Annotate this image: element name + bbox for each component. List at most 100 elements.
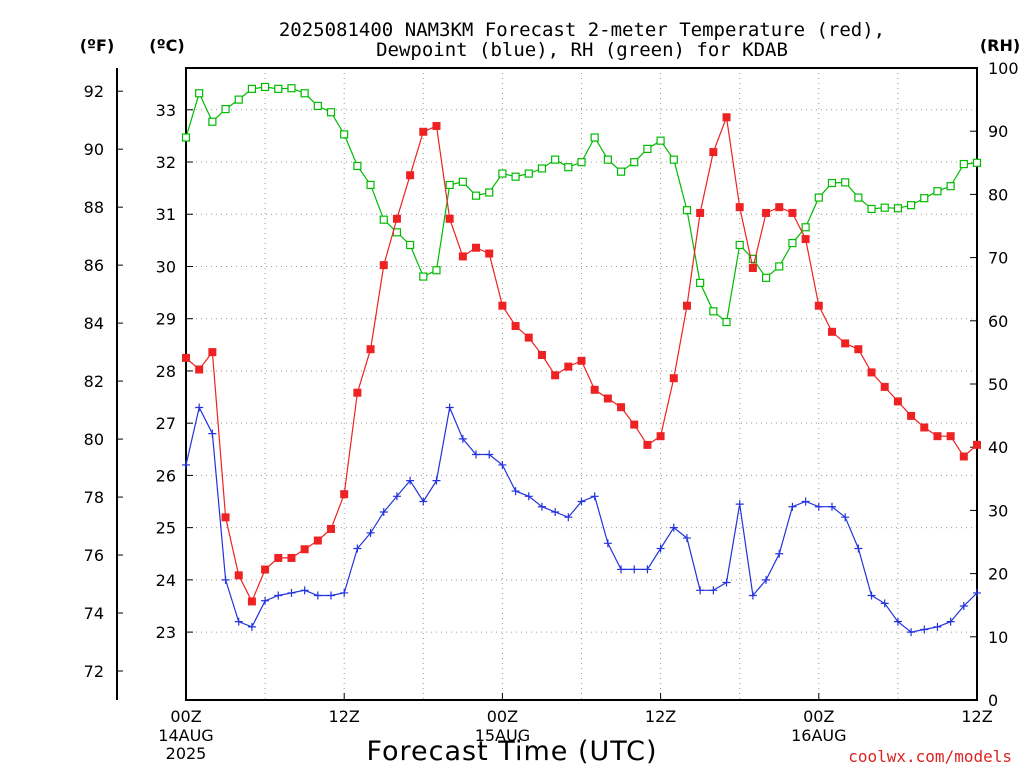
temperature-point <box>208 348 217 357</box>
dewpoint-point <box>973 588 981 597</box>
rh-point <box>181 133 191 142</box>
temperature-point <box>801 235 810 244</box>
dewpoint-point <box>287 588 296 597</box>
date-tick-label: 14AUG <box>158 726 213 745</box>
celsius-tick-label: 28 <box>156 362 176 381</box>
rh-point <box>709 307 718 316</box>
temperature-point <box>630 420 639 429</box>
rh-point <box>313 101 322 111</box>
temperature-point <box>959 452 968 461</box>
temperature-point <box>933 432 942 441</box>
dewpoint-point <box>234 617 243 626</box>
rh-point <box>524 169 533 178</box>
dewpoint-point <box>524 492 533 501</box>
temperature-point <box>603 394 612 403</box>
time-tick-label: 12Z <box>645 707 676 726</box>
rh-point <box>735 240 744 250</box>
rh-axis: 0 10 20 30 40 50 60 70 80 90 100 <box>970 59 1019 710</box>
dewpoint-point <box>392 492 401 501</box>
series-layer <box>181 82 982 637</box>
date-tick-label: 16AUG <box>791 726 846 745</box>
temperature-point <box>973 440 981 449</box>
rh-point <box>643 144 652 153</box>
celsius-tick-label: 29 <box>156 310 176 329</box>
fahrenheit-unit-label: (ºF) <box>80 36 115 55</box>
temperature-point <box>419 127 428 136</box>
dewpoint-point <box>182 460 190 469</box>
dewpoint-point <box>551 507 560 516</box>
dewpoint-point <box>814 502 823 511</box>
rh-point <box>247 84 257 93</box>
temperature-point <box>287 553 296 562</box>
rh-point <box>366 180 375 190</box>
dewpoint-point <box>537 502 546 511</box>
temperature-point <box>524 333 533 342</box>
rh-point <box>867 204 876 214</box>
dewpoint-point <box>485 450 494 459</box>
temperature-point <box>353 388 362 397</box>
celsius-tick-label: 33 <box>156 101 176 120</box>
rh-point <box>696 278 705 287</box>
dewpoint-point <box>709 586 718 595</box>
dewpoint-point <box>261 596 270 605</box>
rh-tick-label: 40 <box>988 438 1008 457</box>
temperature-point <box>643 440 652 449</box>
rh-point <box>485 188 494 197</box>
temperature-point <box>682 301 691 310</box>
rh-point <box>261 82 270 92</box>
rh-point <box>946 182 955 191</box>
rh-point <box>788 238 797 248</box>
temperature-point <box>445 214 454 223</box>
temperature-point <box>432 121 441 130</box>
rh-point <box>920 194 929 203</box>
rh-point <box>972 158 982 167</box>
rh-tick-label: 50 <box>988 375 1008 394</box>
rh-point <box>814 193 823 202</box>
temperature-point <box>392 214 401 223</box>
temperature-point <box>485 249 494 258</box>
dewpoint-point <box>880 599 889 608</box>
rh-point <box>353 161 362 171</box>
temperature-point <box>590 385 599 394</box>
dewpoint-point <box>327 591 336 600</box>
celsius-tick-label: 25 <box>156 519 176 538</box>
temperature-point <box>854 345 863 354</box>
dewpoint-point <box>419 497 428 506</box>
rh-point <box>656 136 665 145</box>
temperature-point <box>564 362 573 371</box>
credit-label: coolwx.com/models <box>848 747 1012 766</box>
temperature-point <box>827 327 836 336</box>
temperature-point <box>814 301 823 310</box>
temperature-point <box>669 374 678 383</box>
rh-point <box>893 204 903 213</box>
temperature-point <box>366 345 375 354</box>
temperature-point <box>247 597 256 606</box>
celsius-tick-label: 31 <box>156 205 176 224</box>
celsius-tick-label: 30 <box>156 257 176 276</box>
fahrenheit-tick-label: 78 <box>84 488 104 507</box>
rh-point <box>419 272 428 281</box>
dewpoint-point <box>366 528 375 537</box>
temperature-point <box>274 553 283 562</box>
rh-tick-label: 90 <box>988 122 1008 141</box>
rh-point <box>458 177 467 186</box>
fahrenheit-axis: 72 74 76 78 80 82 84 86 88 90 92 <box>84 82 123 681</box>
rh-point <box>564 163 573 172</box>
rh-tick-label: 30 <box>988 501 1008 520</box>
dewpoint-point <box>748 591 757 600</box>
rh-point <box>880 203 889 212</box>
rh-point <box>340 130 349 139</box>
chart-title-line1: 2025081400 NAM3KM Forecast 2-meter Tempe… <box>279 19 885 41</box>
fahrenheit-tick-label: 84 <box>84 314 104 333</box>
rh-point <box>630 158 639 167</box>
temperature-point <box>313 536 322 545</box>
rh-tick-label: 60 <box>988 312 1008 331</box>
time-tick-label: 00Z <box>487 707 518 726</box>
rh-point <box>854 193 863 202</box>
fahrenheit-tick-label: 76 <box>84 546 104 565</box>
dewpoint-point <box>854 544 863 553</box>
rh-point <box>511 172 520 181</box>
rh-point <box>234 95 243 104</box>
dewpoint-point <box>656 544 665 553</box>
dewpoint-point <box>682 534 691 543</box>
